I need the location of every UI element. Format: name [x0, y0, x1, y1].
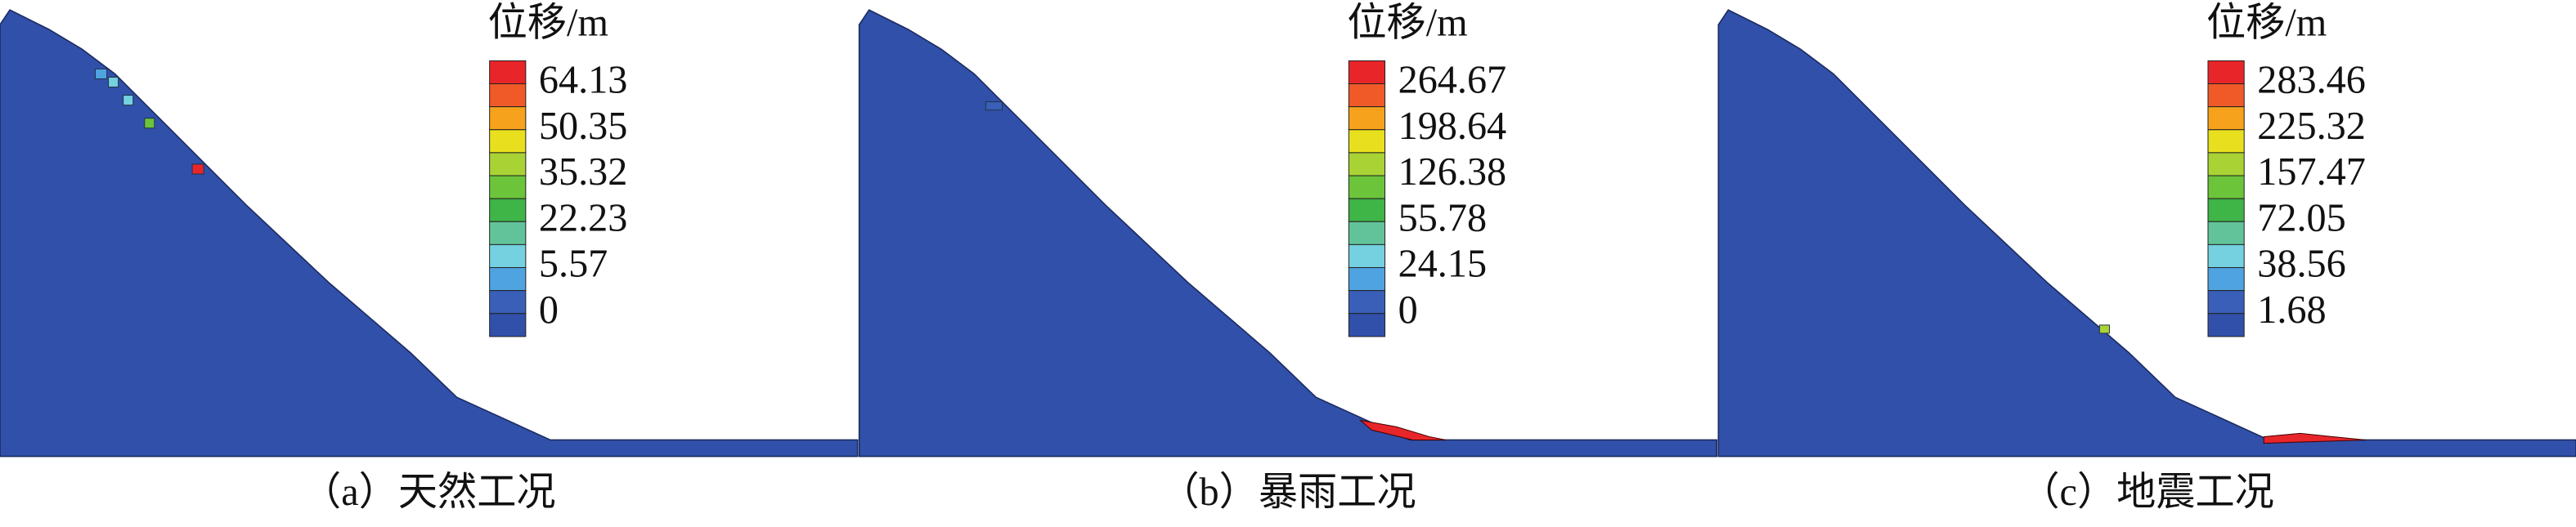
legend-label: 55.78 — [1398, 196, 1487, 239]
legend-swatch — [2207, 198, 2245, 222]
legend-swatch — [1348, 267, 1386, 292]
legend-label: 5.57 — [539, 243, 608, 286]
patch — [2263, 432, 2366, 444]
caption: （b）暴雨工况 — [1160, 471, 1416, 514]
legend-swatch — [489, 198, 527, 222]
legend-swatch — [2207, 221, 2245, 245]
legend-label: 35.32 — [539, 150, 627, 194]
legend-swatch — [489, 60, 527, 85]
legend-swatch — [2207, 313, 2245, 337]
patch — [95, 68, 108, 79]
legend-swatch — [1348, 243, 1386, 269]
legend-swatch — [1348, 106, 1386, 131]
legend-label: 72.05 — [2257, 196, 2345, 239]
legend-swatch — [489, 290, 527, 315]
legend-swatch — [2207, 290, 2245, 315]
legend-label: 64.13 — [539, 59, 627, 102]
legend-label: 157.47 — [2257, 150, 2366, 194]
legend-swatch — [2207, 83, 2245, 108]
legend-label: 198.64 — [1398, 105, 1507, 148]
patch — [2098, 324, 2110, 334]
legend-label: 38.56 — [2257, 243, 2345, 286]
legend-swatch — [2207, 243, 2245, 269]
legend-swatch — [1348, 129, 1386, 154]
legend-swatch — [2207, 152, 2245, 176]
patch — [144, 118, 155, 129]
legend-title: 位移/m — [488, 1, 608, 44]
legend-label: 50.35 — [539, 105, 627, 148]
legend-swatch — [1348, 60, 1386, 85]
legend-swatch — [489, 221, 527, 245]
legend-swatch — [489, 243, 527, 269]
patch — [191, 163, 204, 175]
legend-label: 264.67 — [1398, 59, 1507, 102]
legend-label: 0 — [1398, 288, 1418, 332]
patch — [1358, 419, 1446, 440]
legend-label: 24.15 — [1398, 243, 1487, 286]
caption: （a）天然工况 — [302, 471, 556, 514]
slope-model — [0, 9, 859, 458]
legend-swatch — [1348, 198, 1386, 222]
legend-swatch — [489, 129, 527, 154]
legend-swatch — [1348, 313, 1386, 337]
legend-label: 22.23 — [539, 196, 627, 239]
legend-swatch — [2207, 267, 2245, 292]
legend-swatch — [2207, 60, 2245, 85]
legend-label: 126.38 — [1398, 150, 1507, 194]
legend-swatch — [1348, 290, 1386, 315]
legend-swatch — [2207, 106, 2245, 131]
legend-label: 1.68 — [2257, 288, 2326, 332]
legend-swatch — [489, 152, 527, 176]
legend-title: 位移/m — [2206, 1, 2327, 44]
legend-swatch — [489, 175, 527, 199]
caption: （c）地震工况 — [2020, 471, 2274, 514]
slope-model — [858, 9, 1718, 458]
legend-label: 283.46 — [2257, 59, 2366, 102]
legend-label: 225.32 — [2257, 105, 2366, 148]
legend-swatch — [1348, 175, 1386, 199]
patches — [95, 68, 2366, 444]
slope-model — [1717, 9, 2576, 458]
patch — [123, 95, 134, 106]
legend-swatch — [489, 267, 527, 292]
patch — [985, 101, 1003, 111]
legend-swatch — [2207, 175, 2245, 199]
legend-swatch — [489, 83, 527, 108]
legend-label: 0 — [539, 288, 559, 332]
legend-swatch — [1348, 83, 1386, 108]
legend-swatch — [1348, 152, 1386, 176]
legend-swatch — [2207, 129, 2245, 154]
patch — [108, 76, 119, 88]
legend-swatch — [489, 106, 527, 131]
legend-swatch — [489, 313, 527, 337]
legend-swatch — [1348, 221, 1386, 245]
legend-title: 位移/m — [1347, 1, 1467, 44]
